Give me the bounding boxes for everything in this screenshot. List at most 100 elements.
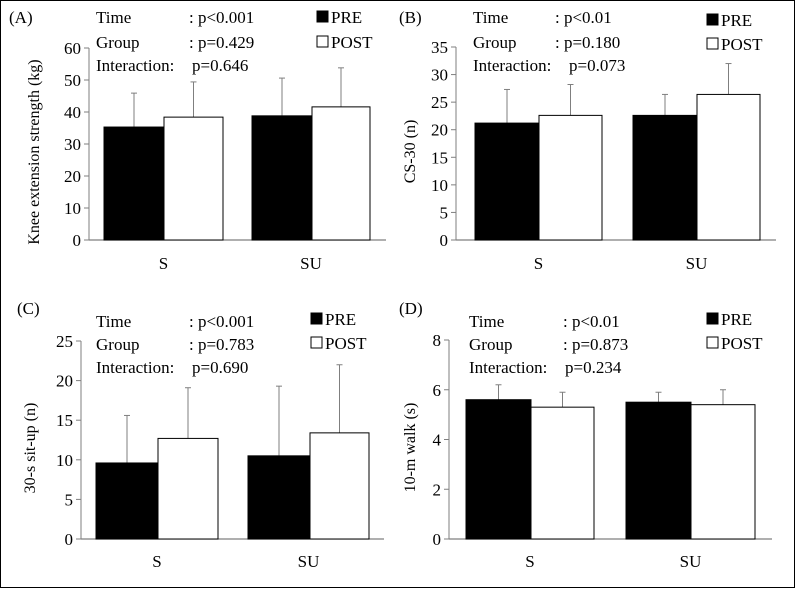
x-tick-label: SU <box>680 552 702 571</box>
bar-post-su <box>311 106 371 241</box>
stat-label: Time <box>473 8 508 27</box>
x-tick-label: SU <box>686 254 708 273</box>
legend: PRE POST <box>316 8 373 52</box>
stat-label: Interaction: <box>473 56 551 75</box>
bar-pre-s <box>474 122 540 241</box>
bar-post-su <box>309 432 370 540</box>
y-tick-label: 40 <box>64 103 81 122</box>
legend: PRE POST <box>706 310 763 353</box>
y-tick-label: 60 <box>64 39 81 58</box>
legend-label-pre: PRE <box>721 11 752 30</box>
stat-value: : p<0.001 <box>189 8 254 27</box>
bar-post-s <box>530 406 595 540</box>
bar-post-s <box>163 116 224 241</box>
y-tick-label: 2 <box>433 480 442 499</box>
legend: PRE POST <box>706 11 763 54</box>
y-tick-label: 30 <box>431 66 448 85</box>
bar-post-su <box>696 93 761 241</box>
legend-swatch-post <box>310 336 323 349</box>
y-tick-label: 15 <box>431 148 448 167</box>
y-tick-label: 25 <box>431 93 448 112</box>
y-tick-label: 25 <box>56 332 73 351</box>
stat-value: : p<0.01 <box>555 8 612 27</box>
bar-post-s <box>538 114 603 241</box>
x-tick-label: S <box>525 552 534 571</box>
y-tick-label: 5 <box>440 203 449 222</box>
bar-pre-s <box>95 462 159 540</box>
stat-value: : p=0.429 <box>189 33 254 52</box>
legend-swatch-post <box>316 35 329 48</box>
bar-pre-su <box>247 455 311 540</box>
legend-label-pre: PRE <box>331 8 362 27</box>
legend-label-post: POST <box>325 334 367 353</box>
stat-label: Group <box>96 335 139 354</box>
panel-label: (A) <box>9 8 33 27</box>
stat-label: Interaction: <box>469 358 547 377</box>
stat-value: : p=0.873 <box>563 335 628 354</box>
x-tick-label: S <box>534 254 543 273</box>
stat-value: p=0.690 <box>192 358 248 377</box>
bar-post-su <box>690 404 756 540</box>
bar-pre-s <box>465 399 532 540</box>
y-tick-label: 4 <box>433 431 442 450</box>
legend-label-pre: PRE <box>325 310 356 329</box>
y-tick-label: 8 <box>433 331 442 350</box>
y-axis-label: 30-s sit-up (n) <box>22 403 39 494</box>
y-tick-label: 10 <box>64 199 81 218</box>
legend-label-post: POST <box>721 35 763 54</box>
stat-value: : p<0.001 <box>189 312 254 331</box>
stat-label: Interaction: <box>96 358 174 377</box>
y-tick-label: 10 <box>56 451 73 470</box>
chart-panel-d: (D) 0 2 4 6 8 10-m walk (s) S SU Time: p<0.01 Grou… <box>399 299 772 571</box>
y-tick-label: 20 <box>56 372 73 391</box>
y-tick-label: 30 <box>64 135 81 154</box>
stat-label: Group <box>469 335 512 354</box>
y-tick-label: 50 <box>64 71 81 90</box>
stat-label: Group <box>473 33 516 52</box>
y-tick-label: 20 <box>64 167 81 186</box>
y-axis-label: Knee extension strength (kg) <box>26 59 43 244</box>
bar-pre-s <box>103 126 165 241</box>
legend-label-post: POST <box>721 334 763 353</box>
stat-value: : p=0.180 <box>555 33 620 52</box>
bar-post-s <box>157 437 219 540</box>
legend-label-post: POST <box>331 33 373 52</box>
y-tick-label: 20 <box>431 121 448 140</box>
y-axis-label: 10-m walk (s) <box>402 403 419 493</box>
y-tick-label: 0 <box>433 530 442 549</box>
x-tick-label: S <box>152 552 161 571</box>
legend: PRE POST <box>310 310 367 353</box>
y-tick-label: 35 <box>431 38 448 57</box>
stat-value: : p=0.783 <box>189 335 254 354</box>
legend-swatch-pre <box>706 312 719 325</box>
x-tick-label: SU <box>298 552 320 571</box>
legend-swatch-post <box>706 37 719 50</box>
stat-value: p=0.073 <box>569 56 625 75</box>
legend-swatch-pre <box>316 10 329 23</box>
y-tick-label: 6 <box>433 381 442 400</box>
y-tick-label: 5 <box>65 490 74 509</box>
bar-pre-su <box>632 114 698 241</box>
x-tick-label: SU <box>300 254 322 273</box>
stat-label: Time <box>469 312 504 331</box>
y-axis-label: CS-30 (n) <box>402 120 419 184</box>
stat-value: : p<0.01 <box>563 312 620 331</box>
legend-swatch-pre <box>310 312 323 325</box>
panel-label: (C) <box>17 299 40 318</box>
stat-label: Interaction: <box>96 56 174 75</box>
y-tick-label: 0 <box>440 231 449 250</box>
stat-label: Group <box>96 33 139 52</box>
stat-label: Time <box>96 312 131 331</box>
chart-panel-a: (A) 0 10 20 30 40 50 60 Knee extension strength … <box>9 8 386 273</box>
stat-label: Time <box>96 8 131 27</box>
legend-swatch-post <box>706 336 719 349</box>
y-tick-label: 0 <box>73 231 82 250</box>
x-tick-label: S <box>159 254 168 273</box>
chart-panel-c: (C) 0 5 10 15 20 25 30-s sit-up (n) S SU Time: p<0… <box>17 299 384 571</box>
bar-pre-su <box>625 401 692 540</box>
legend-label-pre: PRE <box>721 310 752 329</box>
y-tick-label: 10 <box>431 176 448 195</box>
bar-pre-su <box>251 115 313 241</box>
stat-value: p=0.646 <box>192 56 248 75</box>
y-tick-label: 0 <box>65 530 74 549</box>
